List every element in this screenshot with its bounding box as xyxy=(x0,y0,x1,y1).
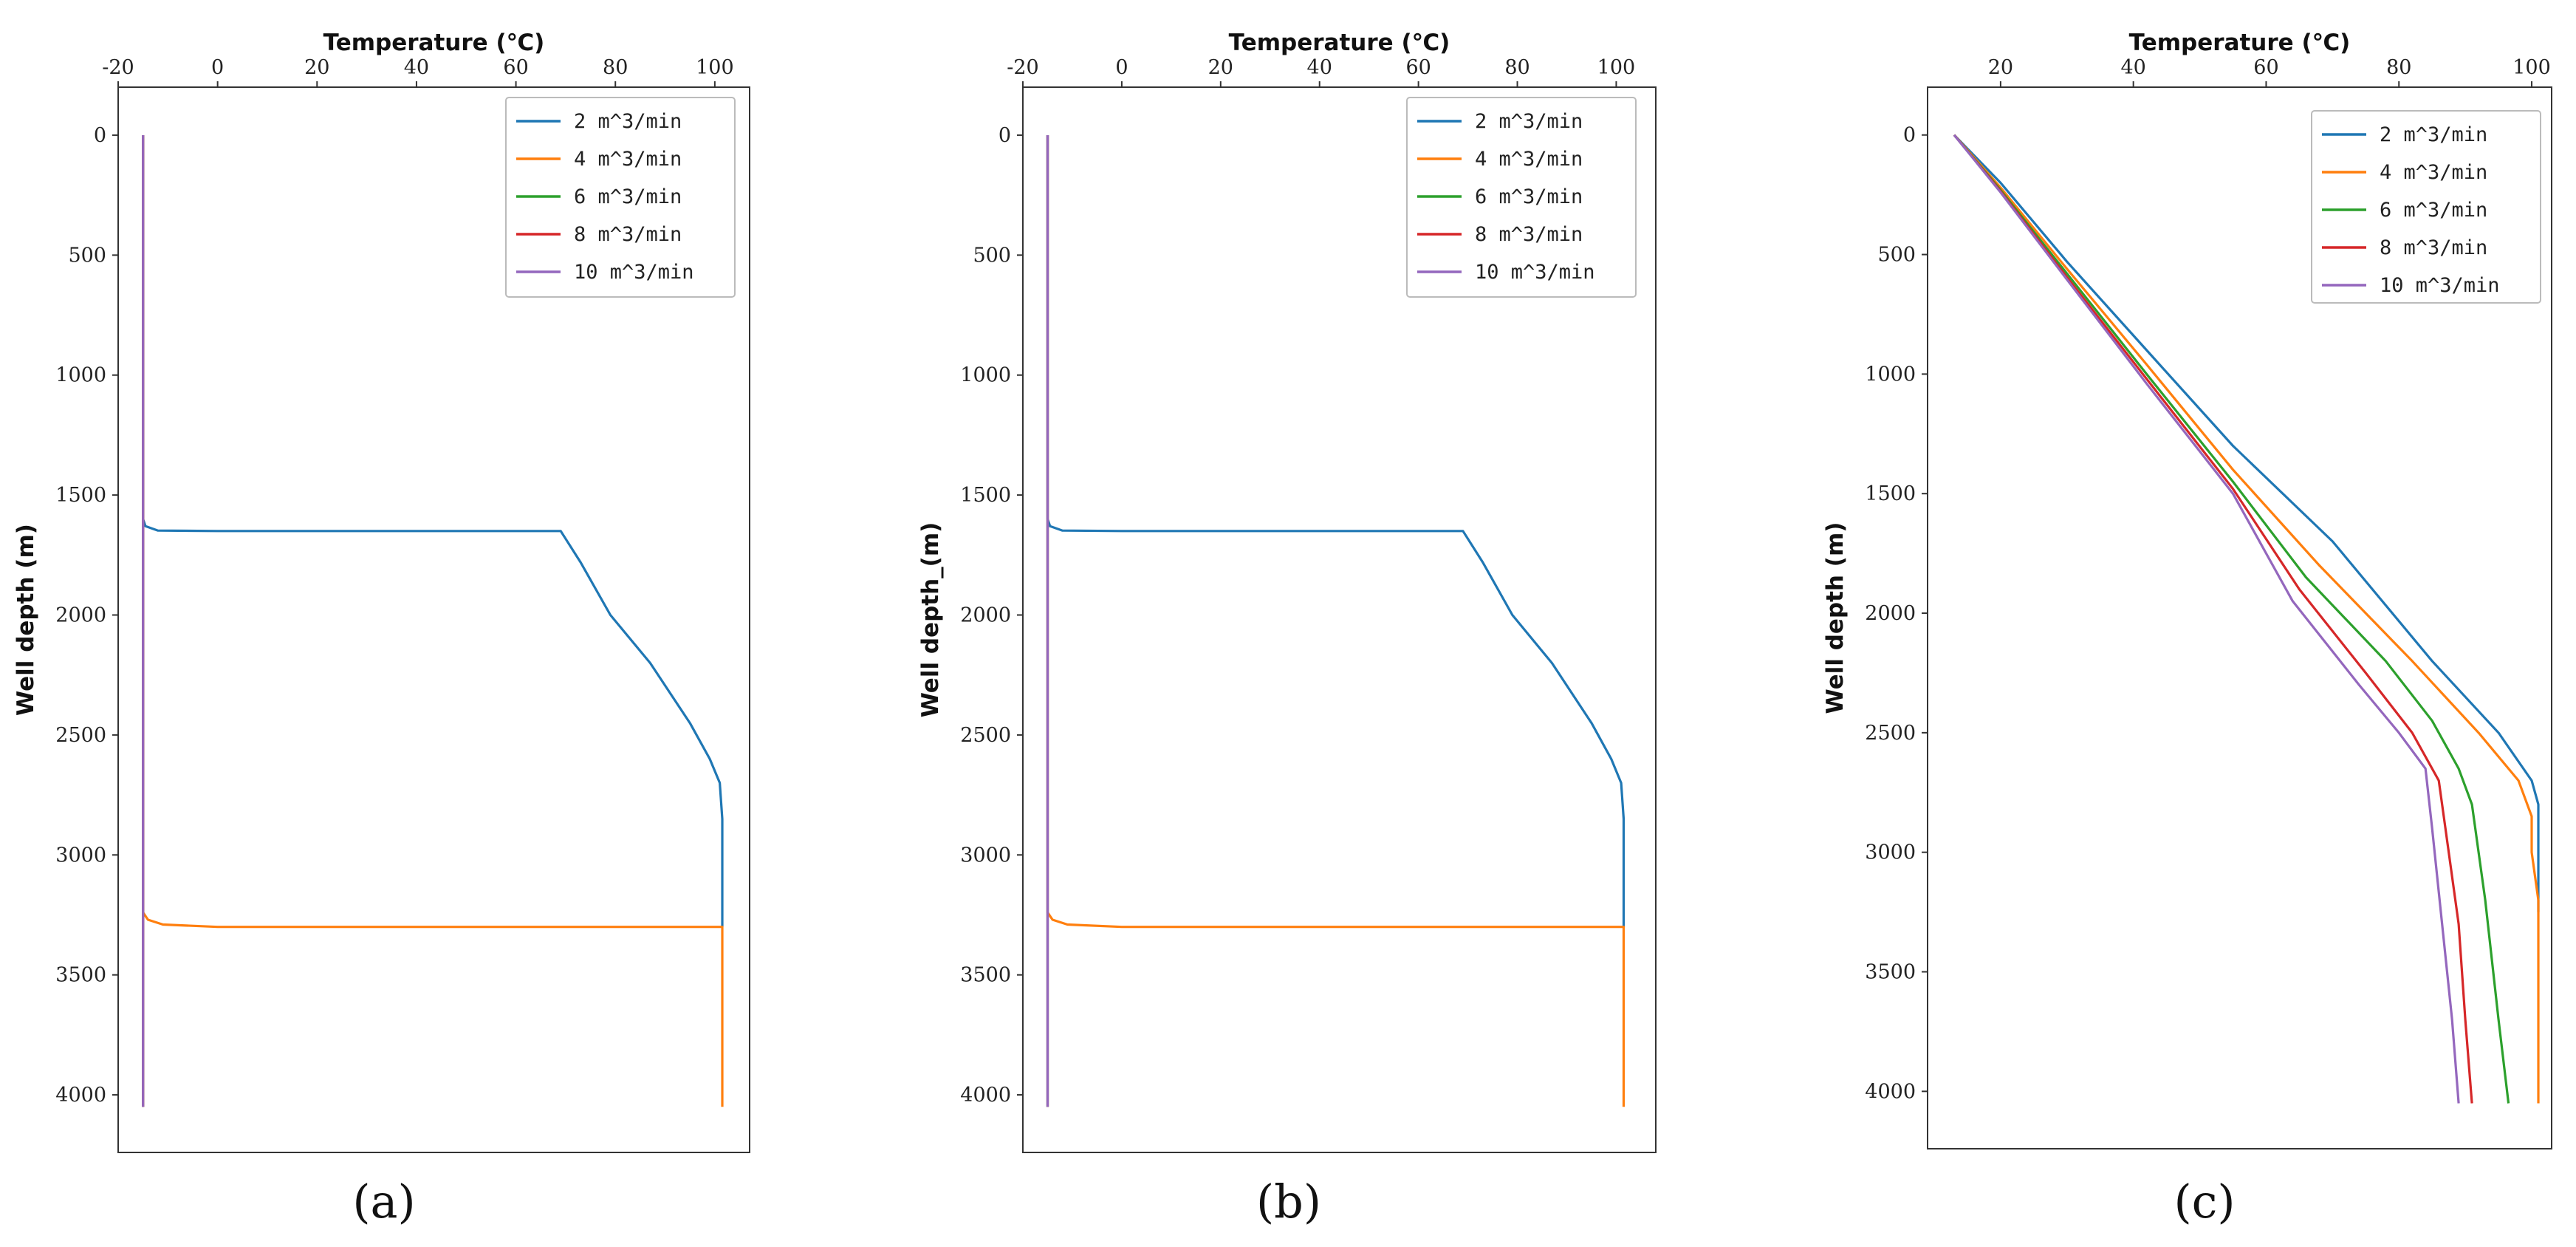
y-axis-title: Well depth_(m) xyxy=(917,522,944,718)
y-tick-label: 4000 xyxy=(1865,1080,1916,1103)
x-tick-label: 100 xyxy=(696,56,734,79)
y-tick-label: 3000 xyxy=(960,844,1011,867)
x-tick-label: 40 xyxy=(1307,56,1332,79)
legend: 2 m^3/min 4 m^3/min 6 m^3/min 8 m^3/min 10 m… xyxy=(1406,97,1637,298)
x-tick-label: 40 xyxy=(404,56,429,79)
series-line-2-m3-min xyxy=(1046,135,1626,927)
legend-entry: 2 m^3/min xyxy=(1475,110,1583,133)
y-tick-label: 1000 xyxy=(960,364,1011,387)
x-tick-label: 0 xyxy=(211,56,224,79)
y-tick-label: 2500 xyxy=(960,724,1011,747)
y-tick-label: 3500 xyxy=(55,964,106,987)
panel-label: (b) xyxy=(1256,1175,1321,1229)
y-tick-label: 2000 xyxy=(1865,602,1916,625)
x-tick-label: 20 xyxy=(304,56,329,79)
y-axis-title: Well depth (m) xyxy=(13,524,39,716)
legend-entry: 4 m^3/min xyxy=(1475,148,1583,171)
x-axis-title: Temperature (℃) xyxy=(323,30,545,56)
panel-label: (a) xyxy=(352,1175,415,1229)
x-tick-label: -20 xyxy=(102,56,134,79)
panel-c: 20 40 60 80 10005001000150020002500300035004… xyxy=(1822,30,2552,1229)
x-tick-label: 0 xyxy=(1115,56,1128,79)
panel-a: -20 0 20 40 60 80 1000500100015002000250030003… xyxy=(13,30,750,1229)
y-tick-label: 2500 xyxy=(1865,722,1916,745)
legend-entry: 6 m^3/min xyxy=(574,185,682,208)
series-line-8-m3-min xyxy=(1953,134,2473,1104)
x-tick-label: 80 xyxy=(603,56,628,79)
y-tick-label: 2000 xyxy=(55,604,106,627)
y-tick-label: 3500 xyxy=(960,964,1011,987)
y-tick-label: 4000 xyxy=(55,1084,106,1107)
legend-entry: 8 m^3/min xyxy=(574,223,682,246)
legend-entry: 2 m^3/min xyxy=(574,110,682,133)
y-tick-label: 1000 xyxy=(55,364,106,387)
plot-frame xyxy=(1927,86,2552,1149)
y-tick-label: 1500 xyxy=(1865,482,1916,505)
x-tick-label: 80 xyxy=(1504,56,1530,79)
x-tick-label: 60 xyxy=(503,56,528,79)
legend-entry: 8 m^3/min xyxy=(1475,223,1583,246)
y-tick-label: 500 xyxy=(68,244,106,267)
x-tick-label: -20 xyxy=(1007,56,1038,79)
series-line-6-m3-min xyxy=(1953,134,2510,1104)
panel-label: (c) xyxy=(2174,1175,2235,1229)
x-axis-title: Temperature (℃) xyxy=(2129,30,2351,56)
y-tick-label: 2000 xyxy=(960,604,1011,627)
x-axis-title: Temperature (℃) xyxy=(1229,30,1450,56)
plot-frame xyxy=(1022,86,1657,1153)
series-line-2-m3-min xyxy=(1953,134,2540,912)
y-tick-label: 3000 xyxy=(55,844,106,867)
x-tick-label: 100 xyxy=(2512,56,2551,79)
legend-entry: 8 m^3/min xyxy=(2380,236,2487,259)
legend-entry: 4 m^3/min xyxy=(574,148,682,171)
y-tick-label: 4000 xyxy=(960,1084,1011,1107)
legend-entry: 10 m^3/min xyxy=(2380,274,2500,297)
plot-frame xyxy=(117,86,750,1153)
legend-entry: 6 m^3/min xyxy=(1475,185,1583,208)
x-tick-label: 40 xyxy=(2120,56,2145,79)
y-tick-label: 1000 xyxy=(1865,363,1916,386)
y-tick-label: 2500 xyxy=(55,724,106,747)
y-tick-label: 3500 xyxy=(1865,961,1916,984)
legend-entry: 10 m^3/min xyxy=(574,261,694,284)
series-line-2-m3-min xyxy=(142,135,724,927)
y-tick-label: 0 xyxy=(998,124,1011,147)
legend: 2 m^3/min 4 m^3/min 6 m^3/min 8 m^3/min 10 m… xyxy=(2311,110,2541,304)
x-tick-label: 20 xyxy=(1208,56,1233,79)
x-tick-label: 20 xyxy=(1988,56,2013,79)
y-tick-label: 0 xyxy=(94,124,106,147)
y-tick-label: 500 xyxy=(973,244,1011,267)
series-line-10-m3-min xyxy=(1953,134,2460,1104)
legend-box xyxy=(1406,97,1637,298)
panel-b: -20 0 20 40 60 80 1000500100015002000250030003… xyxy=(917,30,1657,1229)
legend-entry: 6 m^3/min xyxy=(2380,199,2487,222)
legend-box xyxy=(505,97,736,298)
y-axis-title: Well depth (m) xyxy=(1822,522,1849,714)
legend: 2 m^3/min 4 m^3/min 6 m^3/min 8 m^3/min 10 m… xyxy=(505,97,736,298)
legend-box xyxy=(2311,110,2541,304)
legend-entry: 10 m^3/min xyxy=(1475,261,1595,284)
y-tick-label: 500 xyxy=(1877,244,1916,267)
y-tick-label: 1500 xyxy=(960,484,1011,507)
x-tick-label: 60 xyxy=(2253,56,2278,79)
x-tick-label: 100 xyxy=(1597,56,1636,79)
y-tick-label: 1500 xyxy=(55,484,106,507)
x-tick-label: 80 xyxy=(2386,56,2411,79)
y-tick-label: 0 xyxy=(1903,124,1916,147)
y-tick-label: 3000 xyxy=(1865,841,1916,864)
legend-entry: 4 m^3/min xyxy=(2380,161,2487,184)
x-tick-label: 60 xyxy=(1405,56,1431,79)
series-line-4-m3-min xyxy=(1953,134,2540,1104)
legend-entry: 2 m^3/min xyxy=(2380,123,2487,146)
